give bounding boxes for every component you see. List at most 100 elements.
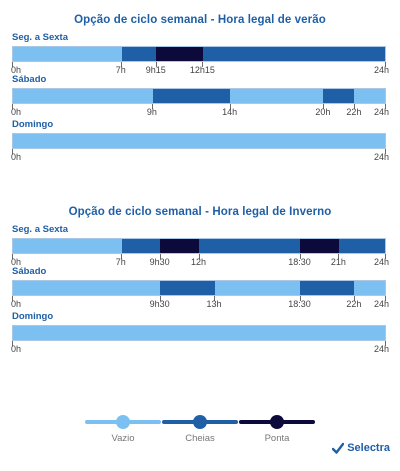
legend: Vazio Cheias Ponta xyxy=(0,415,400,455)
schedule-bar xyxy=(12,88,386,104)
tick-mark xyxy=(198,254,200,259)
tick-mark xyxy=(322,104,324,109)
brand-logo: Selectra xyxy=(332,442,390,454)
tick-mark xyxy=(12,104,13,109)
tick-label: 24h xyxy=(373,65,389,75)
tick-mark xyxy=(299,254,301,259)
segment-cheias xyxy=(160,281,215,295)
tick-label: 24h xyxy=(373,344,389,354)
tick-label: 7h xyxy=(115,65,126,75)
tick-mark xyxy=(120,254,122,259)
segment-cheias xyxy=(121,239,161,253)
segment-cheias xyxy=(299,281,354,295)
tick-mark xyxy=(12,149,13,154)
tick-label: 18:30 xyxy=(288,299,311,309)
schedule-bar xyxy=(12,280,386,296)
tick-label: 22h xyxy=(346,299,362,309)
segment-cheias xyxy=(338,239,385,253)
checkmark-icon xyxy=(332,442,345,454)
row-label: Sábado xyxy=(12,74,47,85)
tick-mark xyxy=(385,254,386,259)
tick-mark xyxy=(338,254,340,259)
tick-mark xyxy=(214,296,216,301)
tick-mark xyxy=(159,296,161,301)
tick-label: 18:30 xyxy=(288,257,311,267)
tick-mark xyxy=(12,254,13,259)
schedule-bar xyxy=(12,46,386,62)
tick-label: 7h xyxy=(115,257,126,267)
tick-label: 20h xyxy=(315,107,331,117)
tick-mark xyxy=(151,104,153,109)
tick-mark xyxy=(155,62,157,67)
tick-label: 0h xyxy=(11,107,22,117)
segment-vazio xyxy=(13,89,153,103)
tick-label: 9h15 xyxy=(145,65,166,75)
tick-label: 9h30 xyxy=(149,257,170,267)
tick-mark xyxy=(385,62,386,67)
tick-mark xyxy=(12,341,13,346)
tick-mark xyxy=(385,149,386,154)
tick-label: 24h xyxy=(373,299,389,309)
segment-vazio xyxy=(13,326,385,340)
tick-label: 0h xyxy=(11,299,22,309)
chart-title: Opção de ciclo semanal - Hora legal de v… xyxy=(74,14,326,26)
tick-mark xyxy=(385,341,386,346)
segment-cheias xyxy=(121,47,157,61)
segment-vazio xyxy=(13,281,161,295)
tick-mark xyxy=(353,296,355,301)
tick-label: 12h15 xyxy=(189,65,215,75)
tick-label: 0h xyxy=(11,65,22,75)
tick-label: 24h xyxy=(373,107,389,117)
tick-label: 22h xyxy=(346,107,362,117)
segment-vazio xyxy=(214,281,300,295)
brand-name: Selectra xyxy=(347,442,390,454)
legend-dot-cheias xyxy=(193,415,207,429)
row-label: Seg. a Sexta xyxy=(12,224,68,235)
tick-mark xyxy=(385,104,386,109)
tick-mark xyxy=(229,104,231,109)
segment-vazio xyxy=(13,239,122,253)
tick-label: 0h xyxy=(11,344,22,354)
tick-label: 12h xyxy=(190,257,207,267)
segment-ponta xyxy=(160,239,199,253)
tick-label: 14h xyxy=(222,107,238,117)
tick-label: 24h xyxy=(373,257,389,267)
tick-label: 0h xyxy=(11,152,22,162)
row-label: Domingo xyxy=(12,311,54,322)
segment-vazio xyxy=(354,89,385,103)
tick-label: 13h xyxy=(206,299,222,309)
tick-mark xyxy=(353,104,355,109)
schedule-bar xyxy=(12,325,386,341)
segment-ponta xyxy=(299,239,339,253)
row-label: Domingo xyxy=(12,119,54,130)
segment-vazio xyxy=(13,134,385,148)
segment-ponta xyxy=(156,47,203,61)
segment-vazio xyxy=(230,89,323,103)
chart-title: Opção de ciclo semanal - Hora legal de I… xyxy=(68,206,332,218)
tick-mark xyxy=(159,254,161,259)
segment-cheias xyxy=(323,89,354,103)
schedule-bar xyxy=(12,133,386,149)
legend-label-ponta: Ponta xyxy=(264,433,290,444)
row-label: Sábado xyxy=(12,266,47,277)
segment-cheias xyxy=(152,89,230,103)
tick-label: 24h xyxy=(373,152,389,162)
segment-vazio xyxy=(13,47,122,61)
row-label: Seg. a Sexta xyxy=(12,32,68,43)
tick-label: 9h xyxy=(146,107,157,117)
tick-mark xyxy=(120,62,122,67)
segment-cheias xyxy=(202,47,385,61)
tick-label: 0h xyxy=(11,257,22,267)
tick-mark xyxy=(202,62,204,67)
legend-label-cheias: Cheias xyxy=(185,433,215,444)
tick-mark xyxy=(299,296,301,301)
legend-label-vazio: Vazio xyxy=(111,433,135,444)
tick-label: 9h30 xyxy=(149,299,170,309)
segment-vazio xyxy=(354,281,385,295)
tick-mark xyxy=(385,296,386,301)
schedule-bar xyxy=(12,238,386,254)
tick-label: 21h xyxy=(330,257,346,267)
legend-dot-ponta xyxy=(270,415,284,429)
tick-mark xyxy=(12,296,13,301)
segment-cheias xyxy=(199,239,300,253)
